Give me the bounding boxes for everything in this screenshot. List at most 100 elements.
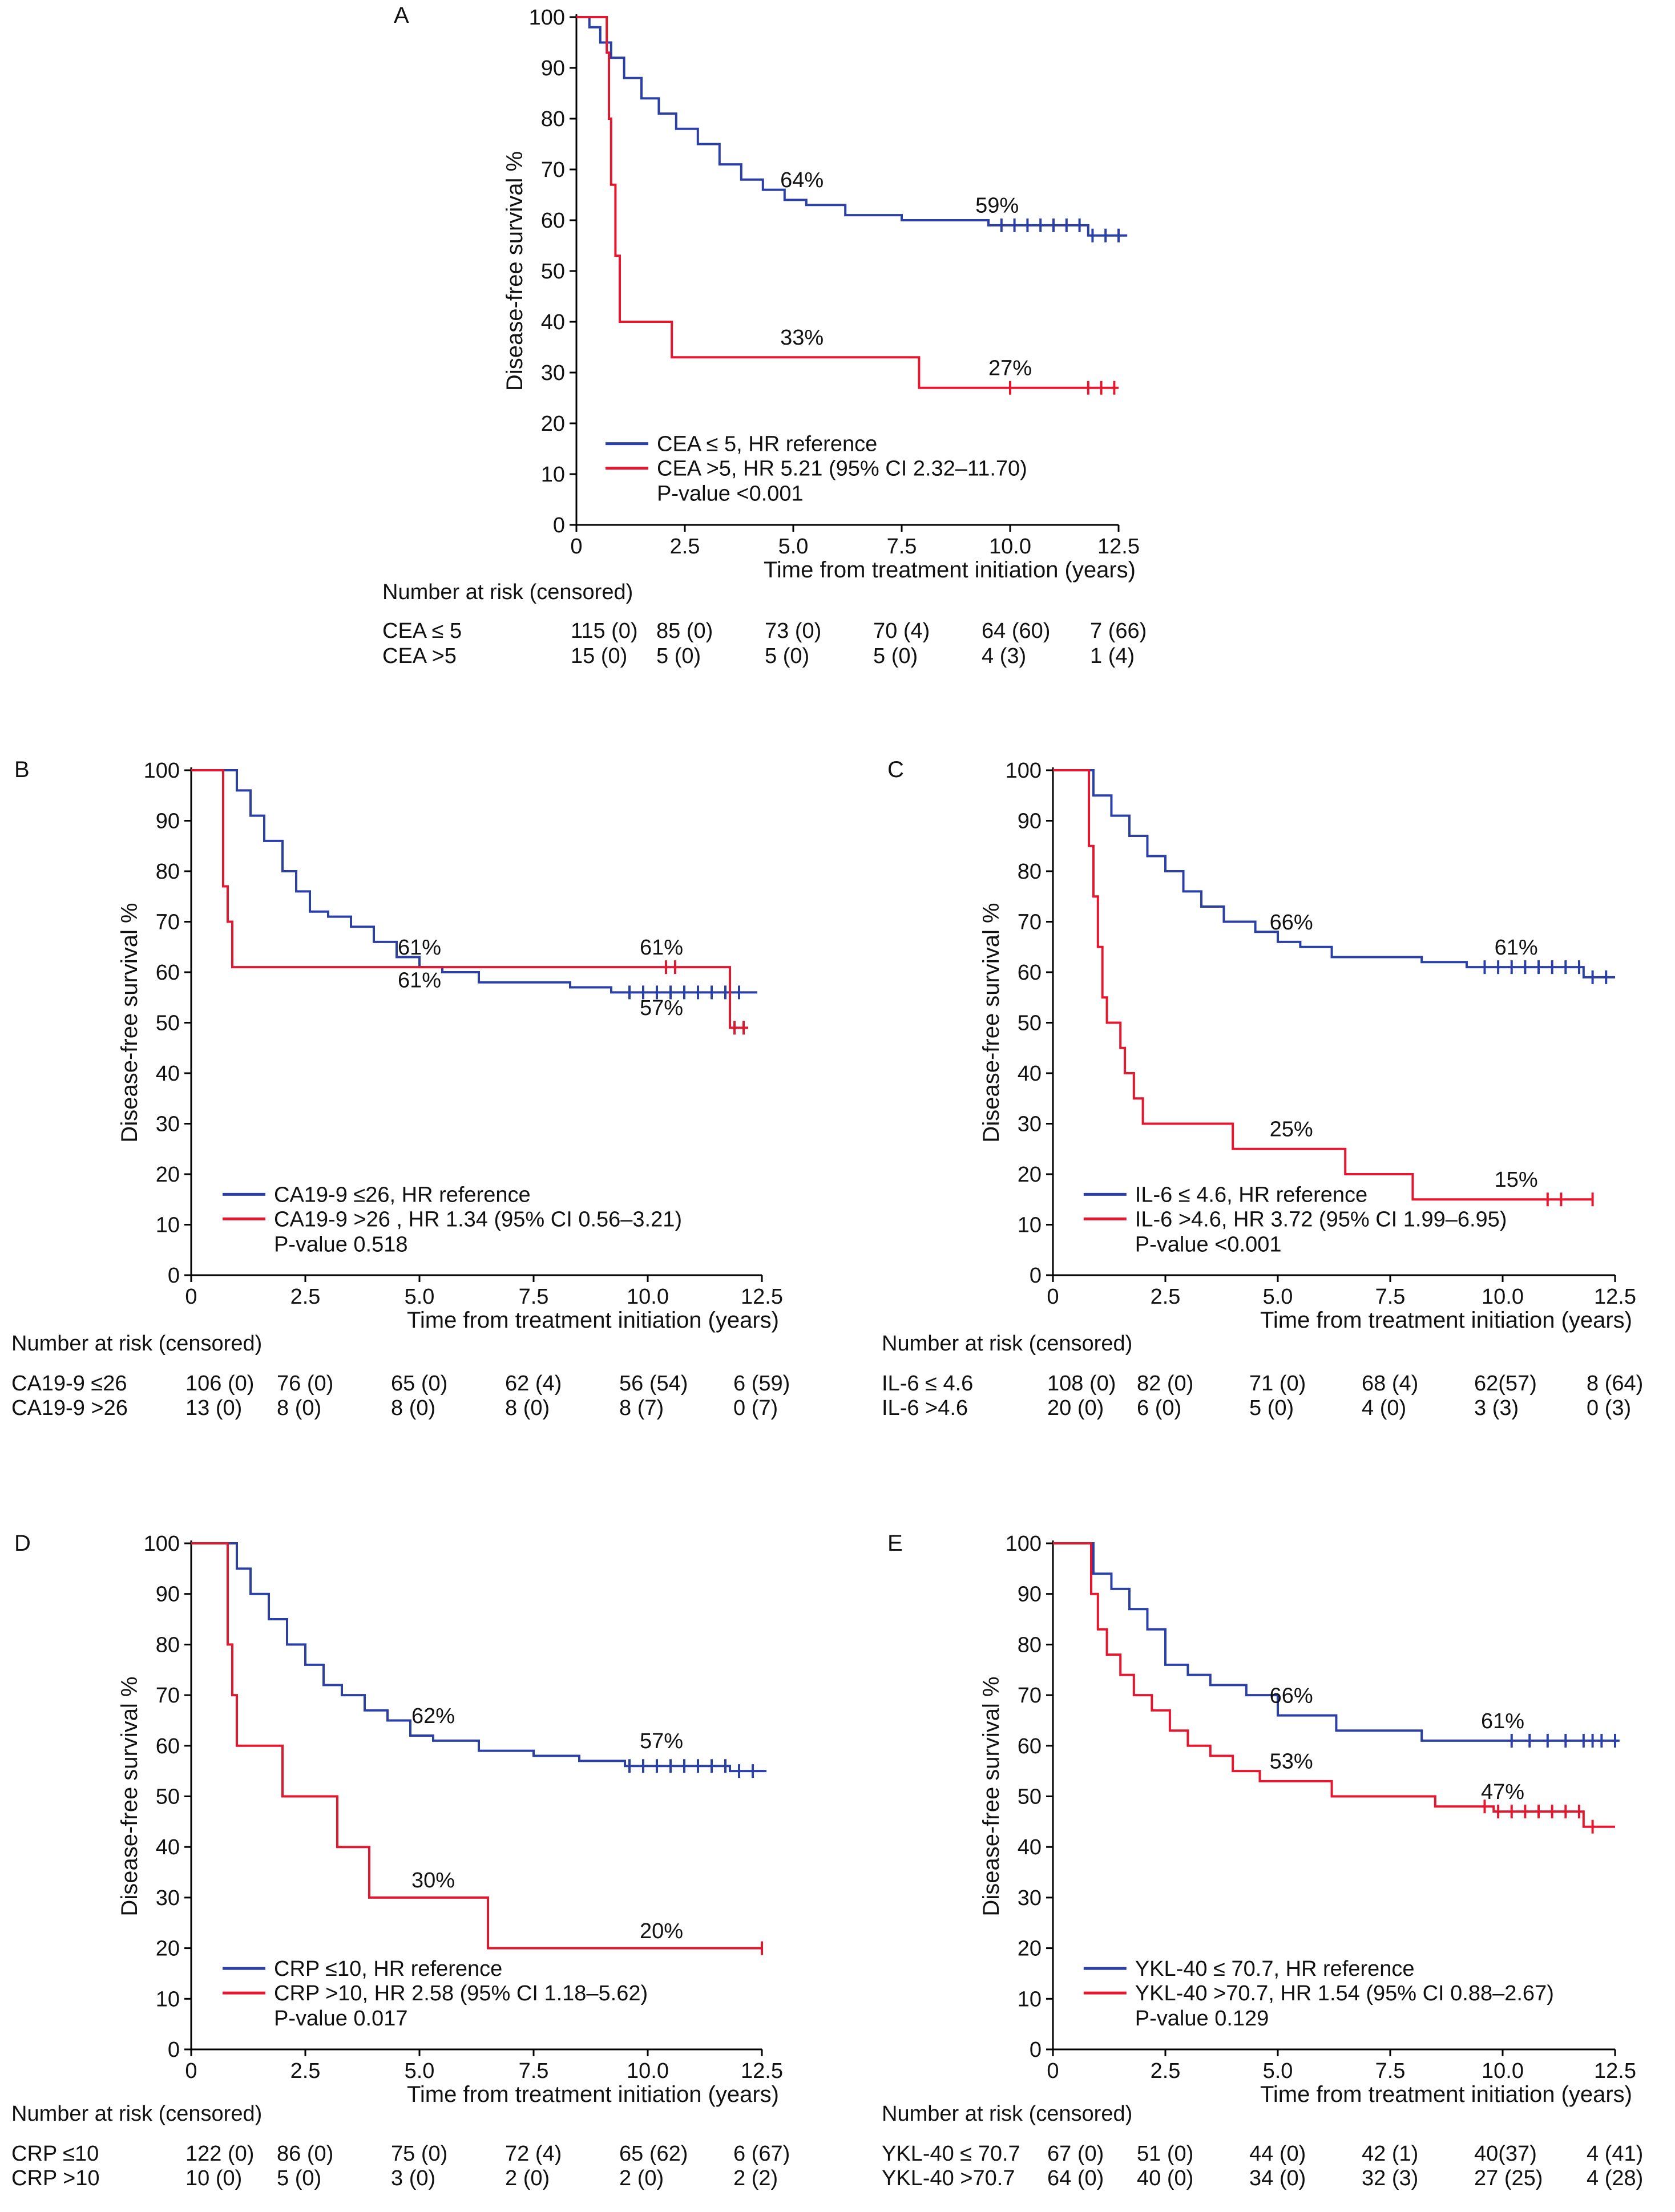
panel-letter: D (14, 1531, 31, 1556)
x-tick-label: 7.5 (1375, 2059, 1406, 2083)
risk-cell: 72 (4) (505, 2142, 562, 2166)
y-tick-label: 90 (1018, 810, 1042, 834)
percent-label: 20% (640, 1919, 683, 1943)
percent-label: 33% (780, 326, 824, 350)
risk-row-label: CA19-9 ≤26 (11, 1372, 127, 1396)
y-tick-label: 40 (541, 310, 565, 334)
risk-cell: 8 (64) (1587, 1372, 1643, 1396)
risk-table-header: Number at risk (censored) (382, 580, 633, 604)
percent-label: 59% (975, 194, 1019, 218)
risk-cell: 85 (0) (656, 619, 713, 643)
legend-entry: YKL-40 >70.7, HR 1.54 (95% CI 0.88–2.67) (1135, 1982, 1554, 2005)
survival-curve-ref (1053, 1542, 1620, 1742)
percent-label: 61% (398, 969, 441, 993)
x-tick-label: 12.5 (1594, 1285, 1636, 1309)
panel-c: C 0 10 20 30 40 50 60 70 80 90 100 0 2.5 5.0 7.5 10.0 12.… (882, 757, 1643, 1420)
risk-cell: 0 (3) (1587, 1396, 1631, 1420)
risk-cell: 4 (41) (1587, 2142, 1643, 2166)
legend-pvalue: P-value 0.017 (274, 2007, 408, 2031)
risk-table-header: Number at risk (censored) (882, 2102, 1132, 2126)
y-tick-label: 30 (1018, 1886, 1042, 1910)
y-tick-label: 60 (1018, 1734, 1042, 1758)
y-axis-label: Disease-free survival % (502, 151, 527, 391)
x-tick-label: 2.5 (1151, 2059, 1181, 2083)
y-tick-label: 100 (144, 759, 180, 783)
y-tick-label: 60 (156, 961, 180, 985)
risk-cell: 4 (0) (1362, 1396, 1406, 1420)
x-tick-label: 5.0 (405, 1285, 435, 1309)
legend-entry: CRP ≤10, HR reference (274, 1957, 502, 1981)
x-tick-label: 0 (1047, 2059, 1059, 2083)
risk-cell: 65 (0) (391, 1372, 447, 1396)
y-tick-label: 50 (541, 260, 565, 284)
survival-curve-high (576, 16, 1119, 389)
risk-row-label: YKL-40 ≤ 70.7 (882, 2142, 1020, 2166)
survival-curve-high (1053, 1542, 1615, 1828)
risk-cell: 13 (0) (185, 1396, 242, 1420)
risk-cell: 2 (2) (733, 2166, 778, 2190)
risk-cell: 8 (0) (277, 1396, 321, 1420)
percent-label: 30% (411, 1869, 455, 1892)
x-tick-label: 2.5 (290, 2059, 321, 2083)
y-tick-label: 50 (156, 1785, 180, 1809)
percent-label: 47% (1481, 1780, 1524, 1804)
risk-cell: 6 (67) (733, 2142, 790, 2166)
y-tick-label: 10 (156, 1987, 180, 2011)
x-tick-label: 0 (185, 2059, 197, 2083)
legend-pvalue: P-value 0.129 (1135, 2007, 1269, 2031)
y-tick-label: 20 (1018, 1163, 1042, 1187)
x-tick-label: 0 (1047, 1285, 1059, 1309)
y-tick-label: 70 (1018, 911, 1042, 935)
panel-d: D 0 10 20 30 40 50 60 70 80 90 100 0 2.5 5.0 7.5 10.0 12.… (11, 1531, 790, 2190)
x-tick-label: 2.5 (670, 535, 700, 559)
percent-label: 53% (1270, 1750, 1313, 1774)
risk-cell: 86 (0) (277, 2142, 333, 2166)
risk-cell: 34 (0) (1249, 2166, 1306, 2190)
legend-entry: CA19-9 >26 , HR 1.34 (95% CI 0.56–3.21) (274, 1207, 682, 1231)
y-axis-label: Disease-free survival % (117, 903, 142, 1142)
risk-cell: 15 (0) (571, 644, 627, 668)
legend-entry: IL-6 >4.6, HR 3.72 (95% CI 1.99–6.95) (1135, 1207, 1507, 1231)
risk-table-header: Number at risk (censored) (11, 2102, 262, 2126)
x-axis-label: Time from treatment initiation (years) (764, 557, 1136, 583)
risk-row-label: CRP ≤10 (11, 2142, 99, 2166)
x-tick-label: 7.5 (519, 1285, 549, 1309)
y-tick-label: 40 (1018, 1835, 1042, 1859)
risk-cell: 75 (0) (391, 2142, 447, 2166)
y-tick-label: 0 (1030, 1264, 1042, 1288)
y-tick-label: 100 (529, 6, 565, 30)
percent-label: 15% (1495, 1168, 1538, 1192)
risk-row-label: CRP >10 (11, 2166, 100, 2190)
x-tick-label: 12.5 (1594, 2059, 1636, 2083)
y-tick-label: 100 (144, 1532, 180, 1556)
risk-table-header: Number at risk (censored) (11, 1332, 262, 1356)
y-axis-label: Disease-free survival % (979, 1676, 1004, 1916)
y-tick-label: 80 (541, 107, 565, 131)
y-tick-label: 70 (156, 1684, 180, 1708)
x-tick-label: 10.0 (1482, 1285, 1524, 1309)
risk-cell: 0 (7) (733, 1396, 778, 1420)
percent-label: 61% (398, 936, 441, 960)
risk-row-label: IL-6 >4.6 (882, 1396, 968, 1420)
risk-cell: 4 (3) (982, 644, 1026, 668)
panel-a: A 0 10 20 30 40 50 60 70 80 90 100 0 2.5 5.0 7.5 10.0 12.… (382, 3, 1147, 668)
y-tick-label: 90 (1018, 1583, 1042, 1607)
x-tick-label: 5.0 (1263, 2059, 1293, 2083)
risk-cell: 6 (0) (1137, 1396, 1181, 1420)
panel-letter: C (887, 757, 904, 782)
risk-cell: 1 (4) (1090, 644, 1135, 668)
risk-cell: 5 (0) (765, 644, 809, 668)
y-tick-label: 90 (156, 810, 180, 834)
percent-label: 57% (640, 1729, 683, 1753)
percent-label: 64% (780, 168, 824, 192)
risk-cell: 56 (54) (619, 1372, 688, 1396)
risk-cell: 62(57) (1474, 1372, 1537, 1396)
risk-cell: 5 (0) (873, 644, 918, 668)
x-tick-label: 5.0 (1263, 1285, 1293, 1309)
risk-cell: 73 (0) (765, 619, 821, 643)
y-tick-label: 90 (541, 56, 565, 80)
x-tick-label: 0 (570, 535, 582, 559)
percent-label: 57% (640, 996, 683, 1020)
y-axis-label: Disease-free survival % (117, 1676, 142, 1916)
